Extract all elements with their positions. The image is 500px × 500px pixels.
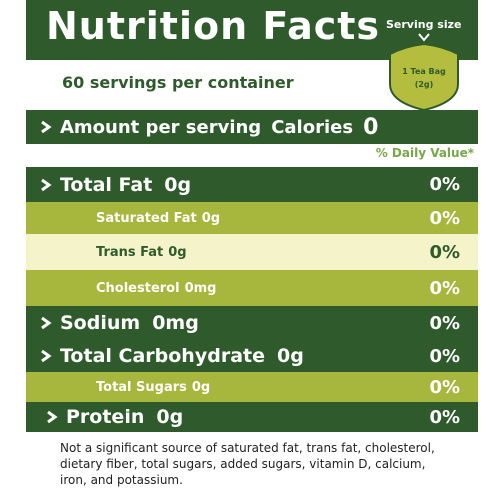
chevron [41,316,52,330]
serving-badge: 1 Tea Bag (2g) [389,33,459,112]
nutrient-name: Total Sugars [96,379,187,395]
nutrient-row: Trans Fat 0g 0% [26,234,478,270]
amount-label: Amount per serving [60,116,262,138]
nutrient-amount: 0g [201,210,221,226]
nutrient-row: Total Carbohydrate 0g 0% [26,340,478,372]
nutrient-amount: 0g [276,345,304,367]
nutrient-amount: 0g [156,406,184,428]
serving-size: (2g) [415,80,434,89]
nutrient-name: Sodium [60,312,141,334]
nutrient-row: Sodium 0mg 0% [26,306,478,340]
nutrient-name: Saturated Fat [96,210,197,226]
calories-label: Calories [271,116,354,138]
daily-value: 0% [429,406,460,428]
calories-value: 0 [363,114,379,140]
nutrient-amount: 0mg [184,280,217,296]
servings: 60 servings per container [62,73,294,92]
nutrient-amount: 0g [164,173,192,196]
daily-value: 0% [429,312,460,334]
daily-value-header: % Daily Value* [375,146,474,160]
daily-value: 0% [429,241,460,263]
daily-value: 0% [429,207,460,229]
nutrient-row: Saturated Fat 0g 0% [26,202,478,234]
nutrient-name: Cholesterol [96,280,180,296]
chevron [41,349,52,363]
daily-value: 0% [429,277,460,299]
nutrient-row: Total Fat 0g 0% [26,167,478,202]
nutrient-row: Cholesterol 0mg 0% [26,270,478,306]
amount-row: Amount per serving Calories 0 [26,110,478,144]
nutrient-name: Trans Fat [96,244,164,260]
daily-value: 0% [429,345,460,367]
nutrient-name: Protein [66,406,145,428]
chevron [41,178,52,191]
serving-size: 1 Tea Bag [402,67,446,76]
chevron [47,410,58,424]
footnote-line: iron, and potassium. [60,473,183,487]
footnote-line: Not a significant source of saturated fa… [60,441,435,455]
nutrient-row: Protein 0g 0% [26,402,478,432]
serving-size-label: Serving size [386,18,462,31]
nutrient-row: Total Sugars 0g 0% [26,372,478,402]
nutrient-name: Total Fat [60,173,153,196]
daily-value: 0% [429,174,460,195]
nutrient-amount: 0g [191,379,211,395]
nutrient-amount: 0mg [152,312,199,334]
footnote: Not a significant source of saturated fa… [60,440,435,488]
daily-value: 0% [429,376,460,398]
title: Nutrition Facts [46,4,381,48]
footnote-line: dietary fiber, total sugars, added sugar… [60,457,426,471]
nutrient-amount: 0g [168,244,187,260]
nutrient-name: Total Carbohydrate [60,345,265,367]
